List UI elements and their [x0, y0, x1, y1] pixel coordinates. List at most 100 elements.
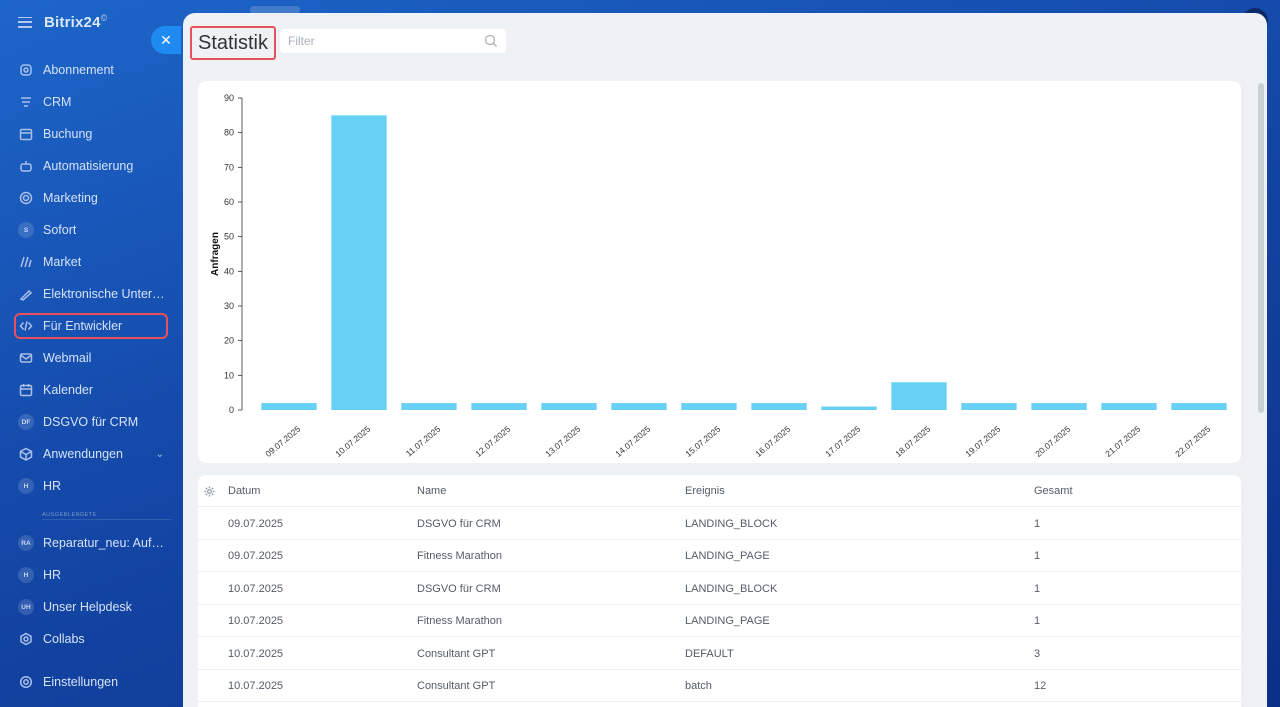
sidebar-item-unser-helpdesk[interactable]: UH Unser Helpdesk: [14, 594, 168, 620]
filter-box[interactable]: [280, 29, 506, 53]
brand: Bitrix24©: [18, 12, 107, 32]
bar[interactable]: [1171, 403, 1227, 410]
bar[interactable]: [1101, 403, 1157, 410]
robot-icon: [18, 158, 34, 174]
column-header-name[interactable]: Name: [417, 485, 447, 497]
bar[interactable]: [471, 403, 527, 410]
sidebar-item-kalender[interactable]: Kalender: [14, 377, 168, 403]
y-tick-label: 30: [224, 301, 234, 311]
brand-logo[interactable]: Bitrix24©: [44, 13, 108, 31]
bar[interactable]: [891, 382, 947, 410]
sidebar-item-einstellungen[interactable]: Einstellungen: [14, 669, 168, 695]
sidebar-item-automatisierung[interactable]: Automatisierung: [14, 153, 168, 179]
x-tick-label: 13.07.2025: [543, 424, 582, 459]
table-header: Datum Name Ereignis Gesamt: [198, 475, 1241, 507]
sidebar-item-market[interactable]: Market: [14, 249, 168, 275]
sidebar-item-buchung[interactable]: Buchung: [14, 121, 168, 147]
table-cell: 1: [1034, 550, 1041, 563]
x-tick-label: 21.07.2025: [1103, 424, 1142, 459]
sidebar-item-label: Abonnement: [43, 63, 114, 77]
sidebar-item-elektronische-untersc[interactable]: Elektronische Untersc...: [14, 281, 168, 307]
bar[interactable]: [261, 403, 317, 410]
table-row: 09.07.2025 DSGVO für CRM LANDING_BLOCK 1: [198, 508, 1241, 540]
bar[interactable]: [961, 403, 1017, 410]
table-cell: 10.07.2025: [228, 647, 284, 660]
table-cell: Consultant GPT: [417, 680, 496, 692]
sidebar-item-abonnement[interactable]: Abonnement: [14, 57, 168, 83]
sidebar-item-hr[interactable]: H HR: [14, 473, 168, 499]
y-tick-label: 20: [224, 336, 234, 346]
table-cell: 1: [1034, 615, 1041, 628]
bar[interactable]: [681, 403, 737, 410]
table-row: 10.07.2025 Consultant GPT DEFAULT 3: [198, 638, 1241, 670]
x-tick-label: 18.07.2025: [893, 424, 932, 459]
menu-icon[interactable]: [18, 16, 32, 28]
bar[interactable]: [821, 406, 877, 410]
sidebar-item-label: Collabs: [43, 632, 85, 646]
close-slider-button[interactable]: ✕: [151, 26, 181, 54]
table-row: 10.07.2025 Fitness Marathon LANDING_PAGE 1: [198, 605, 1241, 638]
search-icon[interactable]: [484, 34, 498, 48]
table-cell: 3: [1034, 647, 1041, 660]
bar[interactable]: [331, 115, 387, 411]
x-tick-label: 12.07.2025: [473, 424, 512, 459]
table-cell: batch: [685, 680, 712, 692]
sidebar-item-label: Elektronische Untersc...: [43, 287, 168, 301]
x-tick-label: 15.07.2025: [683, 424, 722, 459]
sidebar-item-anwendungen[interactable]: Anwendungen ⌄: [14, 441, 168, 467]
x-tick-label: 11.07.2025: [404, 424, 443, 459]
x-tick-label: 16.07.2025: [753, 424, 792, 459]
signature-icon: [18, 286, 34, 302]
title-highlight: Statistik: [190, 26, 276, 60]
sidebar-item-reparatur-neu-aufga[interactable]: RA Reparatur_neu: Aufga...: [14, 530, 168, 556]
stats-table: Datum Name Ereignis Gesamt 09.07.2025 DSGVO f…: [198, 475, 1241, 707]
sidebar-item-dsgvo-für-crm[interactable]: DF DSGVO für CRM: [14, 409, 168, 435]
sidebar-item-label: Sofort: [43, 223, 77, 237]
bar[interactable]: [1031, 403, 1087, 410]
sidebar-item-label: Kalender: [43, 383, 94, 397]
bar[interactable]: [611, 403, 667, 410]
table-cell: LANDING_PAGE: [685, 550, 770, 563]
bar[interactable]: [401, 403, 457, 410]
sidebar-item-hr[interactable]: H HR: [14, 562, 168, 588]
mail-icon: [18, 350, 34, 366]
table-row: 09.07.2025 Fitness Marathon LANDING_PAGE 1: [198, 540, 1241, 573]
sidebar-item-label: HR: [43, 568, 62, 582]
table-cell: 10.07.2025: [228, 615, 284, 628]
table-cell: 09.07.2025: [228, 518, 284, 530]
sidebar-item-crm[interactable]: CRM: [14, 89, 168, 115]
sidebar-item-label: Market: [43, 255, 82, 269]
sidebar-item-label: Marketing: [43, 191, 98, 205]
hidden-section-label: AUSGEBLENDETE: [42, 512, 172, 520]
column-header-gesamt[interactable]: Gesamt: [1034, 485, 1073, 497]
bar[interactable]: [541, 403, 597, 410]
letter-df-icon: DF: [18, 414, 34, 430]
column-header-ereignis[interactable]: Ereignis: [685, 485, 725, 497]
table-row: 10.07.2025 DSGVO für CRM LANDING_BLOCK 1: [198, 573, 1241, 605]
bar-chart: 0 10 20 30 40 50 60 70 80 90 Anfragen 09.07.2025 10.…: [210, 93, 1227, 459]
scrollbar[interactable]: [1258, 83, 1264, 413]
sidebar-item-marketing[interactable]: Marketing: [14, 185, 168, 211]
top-bar-placeholder: [250, 6, 300, 14]
column-header-datum[interactable]: Datum: [228, 485, 261, 497]
badge-icon: UH: [18, 599, 34, 615]
y-tick-label: 60: [224, 197, 234, 207]
table-cell: 1: [1034, 518, 1041, 530]
sidebar-item-label: DSGVO für CRM: [43, 415, 139, 429]
filter-input[interactable]: [288, 34, 468, 48]
sidebar-item-für-entwickler[interactable]: Für Entwickler: [14, 313, 168, 339]
y-tick-label: 80: [224, 128, 234, 138]
market-icon: [18, 254, 34, 270]
sidebar-item-collabs[interactable]: Collabs: [14, 626, 168, 652]
sidebar-item-sofort[interactable]: S Sofort: [14, 217, 168, 243]
sidebar-item-webmail[interactable]: Webmail: [14, 345, 168, 371]
table-cell: LANDING_BLOCK: [685, 518, 778, 530]
x-tick-label: 17.07.2025: [823, 424, 862, 459]
sidebar-item-label: Anwendungen: [43, 447, 123, 461]
chevron-down-icon[interactable]: ⌄: [155, 448, 164, 460]
y-tick-label: 90: [224, 93, 234, 103]
x-tick-label: 20.07.2025: [1033, 424, 1072, 459]
gear-icon[interactable]: [204, 486, 215, 497]
badge-icon: H: [18, 567, 34, 583]
bar[interactable]: [751, 403, 807, 410]
